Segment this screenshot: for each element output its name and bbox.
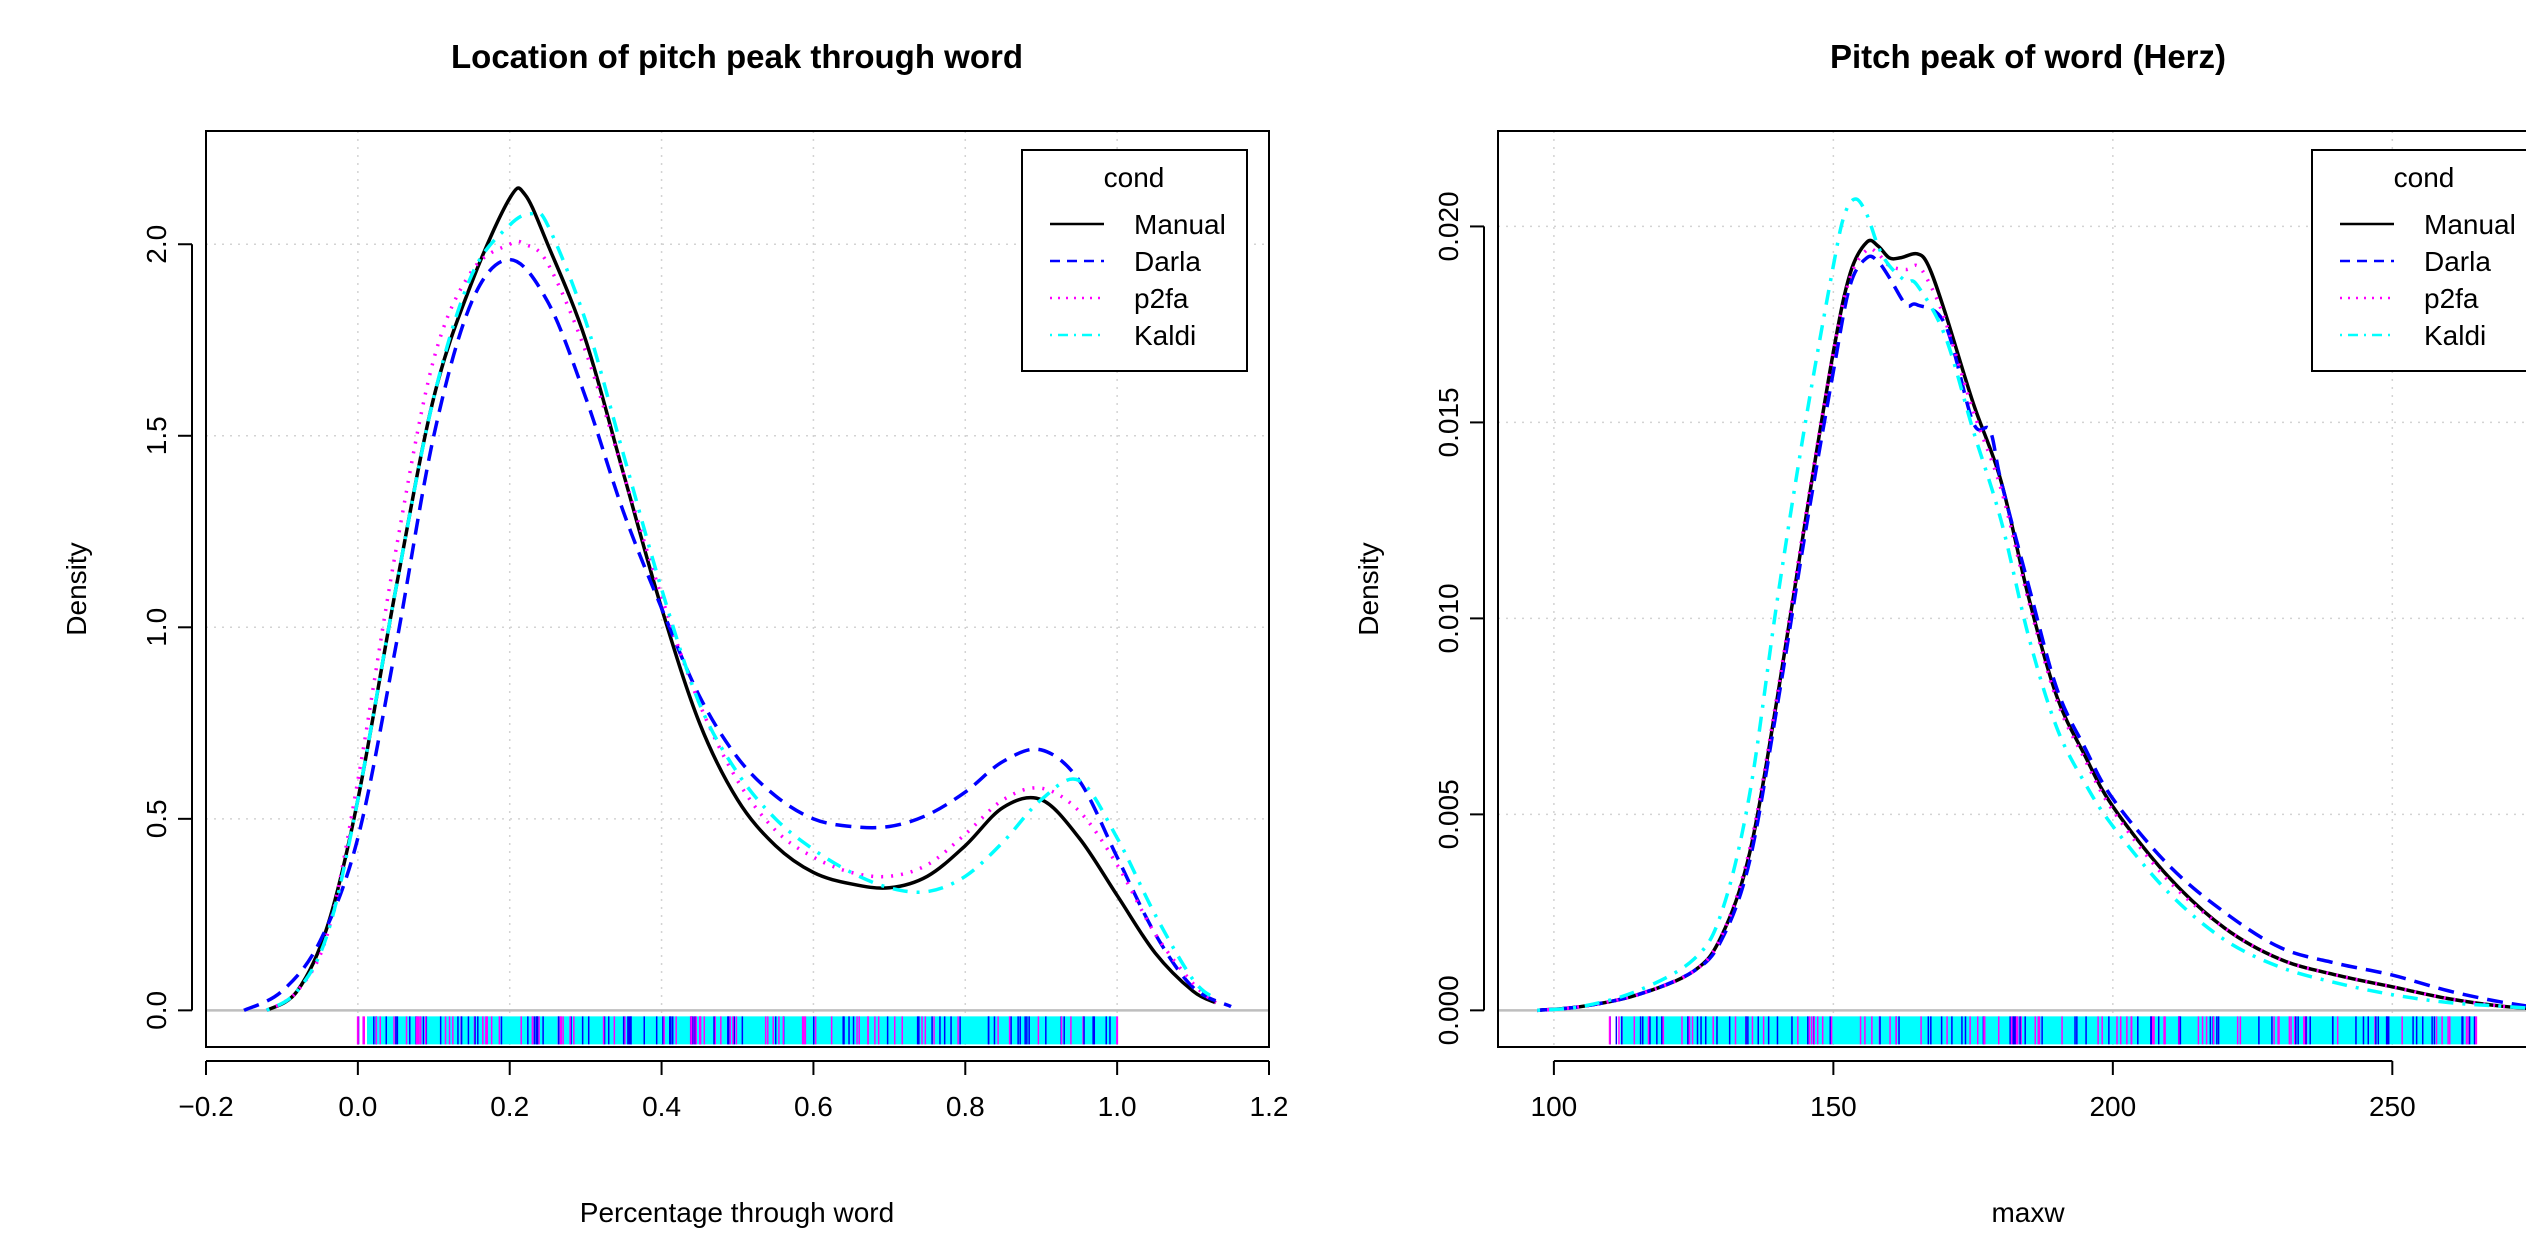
y-tick-label: 0.020 (1433, 191, 1464, 261)
series-line-kaldi (265, 210, 1217, 1012)
x-tick-label: 0.6 (794, 1091, 833, 1122)
chart-title: Location of pitch peak through word (451, 38, 1023, 75)
x-tick-label: 1.2 (1250, 1091, 1289, 1122)
legend-label-darla: Darla (2424, 246, 2491, 277)
y-tick-label: 1.5 (141, 416, 172, 455)
legend-label-kaldi: Kaldi (1134, 320, 1196, 351)
x-tick-label: 250 (2369, 1091, 2416, 1122)
x-tick-label: 100 (1531, 1091, 1578, 1122)
x-tick-label: −0.2 (178, 1091, 233, 1122)
x-tick-label: 0.2 (490, 1091, 529, 1122)
x-tick-label: 1.0 (1098, 1091, 1137, 1122)
legend: cond Manual Darla p2fa Kaldi (1021, 149, 1248, 372)
y-axis-label: Density (1353, 542, 1384, 635)
plot-frame (205, 130, 1270, 1048)
y-tick-label: 0.015 (1433, 387, 1464, 457)
x-axis-label: maxw (1991, 1197, 2065, 1228)
chart-title: Pitch peak of word (Herz) (1830, 38, 2226, 75)
y-tick-label: 1.0 (141, 608, 172, 647)
series-line-kaldi (1536, 197, 2526, 1013)
series-line-darla (1536, 254, 2526, 1013)
legend-label-kaldi: Kaldi (2424, 320, 2486, 351)
legend: cond Manual Darla p2fa Kaldi (2311, 149, 2526, 372)
x-tick-label: 0.8 (946, 1091, 985, 1122)
x-tick-label: 200 (2089, 1091, 2136, 1122)
legend-label-p2fa: p2fa (2424, 283, 2479, 314)
rug (356, 1016, 1119, 1045)
y-axis-label: Density (61, 542, 92, 635)
legend-label-darla: Darla (1134, 246, 1201, 277)
y-tick-label: 0.000 (1433, 975, 1464, 1045)
y-tick-label: 2.0 (141, 225, 172, 264)
x-tick-label: 0.4 (642, 1091, 681, 1122)
legend-label-manual: Manual (1134, 209, 1226, 240)
series-line-darla (243, 257, 1232, 1012)
legend-label-p2fa: p2fa (1134, 283, 1189, 314)
plot-frame (1497, 130, 2526, 1048)
y-tick-label: 0.0 (141, 991, 172, 1030)
series-line-p2fa (265, 239, 1217, 1012)
rug (1608, 1016, 2478, 1045)
legend-title: cond (2394, 162, 2455, 193)
legend-label-manual: Manual (2424, 209, 2516, 240)
chart-panel-1: 100 150 200 250 0.000 0.005 0.010 0.015 0.020 Pit… (1353, 38, 2526, 1228)
x-axis-label: Percentage through word (580, 1197, 894, 1228)
y-tick-label: 0.010 (1433, 583, 1464, 653)
y-tick-label: 0.5 (141, 799, 172, 838)
legend-title: cond (1104, 162, 1165, 193)
chart-panel-0: −0.2 0.0 0.2 0.4 0.6 0.8 1.0 1.2 0.0 0.5 1.0 1.5 2.0… (61, 38, 1288, 1228)
x-tick-label: 150 (1810, 1091, 1857, 1122)
y-tick-label: 0.005 (1433, 779, 1464, 849)
x-tick-label: 0.0 (338, 1091, 377, 1122)
